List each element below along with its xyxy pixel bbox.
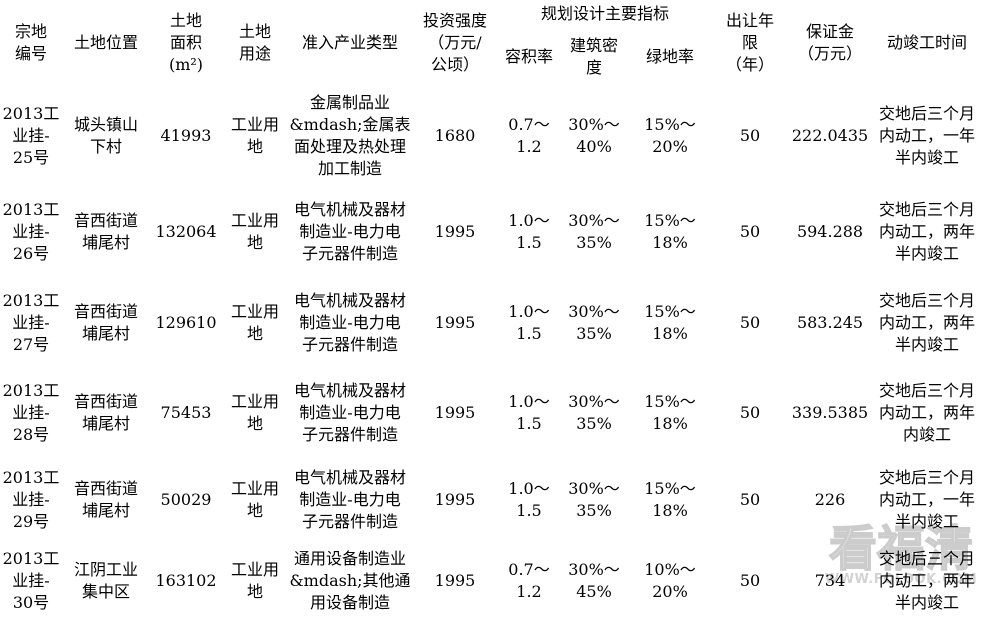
cell-parcel-id: 2013工 业挂- 27号 <box>2 291 60 354</box>
cell-years: 50 <box>739 313 761 332</box>
cell-far: 1.0～ 1.5 <box>508 302 550 343</box>
cell-area: 41993 <box>160 126 212 145</box>
cell-far: 1.0～ 1.5 <box>508 211 550 252</box>
cell-investment: 1995 <box>434 571 476 590</box>
cell-far: 0.7～ 1.2 <box>508 115 550 156</box>
table-header: 宗地 编号 土地位置 土地 面积 (m²) 土地 用途 准入产业类型 投资强度 … <box>0 0 982 86</box>
header-deposit: 保证金 （万元） <box>798 22 863 63</box>
cell-years: 50 <box>739 571 761 590</box>
table-row: 2013工 业挂- 28号 音西街道 埔尾村 75453 工业用 地 电气机械及… <box>0 368 982 458</box>
cell-density: 30%～ 35% <box>568 479 620 520</box>
table-row: 2013工 业挂- 30号 江阴工业 集中区 163102 工业用 地 通用设备… <box>0 542 982 620</box>
cell-investment: 1995 <box>434 222 476 241</box>
cell-green: 15%～ 18% <box>644 302 696 343</box>
cell-investment: 1680 <box>434 126 476 145</box>
cell-density: 30%～ 35% <box>568 211 620 252</box>
cell-location: 城头镇山 下村 <box>73 115 138 156</box>
cell-deposit: 734 <box>814 571 846 590</box>
cell-industry: 电气机械及器材 制造业-电力电 子元器件制造 <box>293 291 406 354</box>
cell-investment: 1995 <box>434 403 476 422</box>
cell-density: 30%～ 45% <box>568 560 620 601</box>
cell-far: 1.0～ 1.5 <box>508 392 550 433</box>
table-row: 2013工 业挂- 29号 音西街道 埔尾村 50029 工业用 地 电气机械及… <box>0 458 982 542</box>
table-row: 2013工 业挂- 27号 音西街道 埔尾村 129610 工业用 地 电气机械… <box>0 278 982 368</box>
cell-parcel-id: 2013工 业挂- 28号 <box>2 381 60 444</box>
header-row-sub: 容积率 建筑密 度 绿地率 <box>0 28 982 86</box>
cell-green: 15%～ 20% <box>644 115 696 156</box>
header-land-use: 土地 用途 <box>238 22 271 63</box>
header-green: 绿地率 <box>646 47 695 66</box>
cell-deposit: 226 <box>814 490 846 509</box>
cell-schedule: 交地后三个月 内动工，一年 半内竣工 <box>879 468 976 531</box>
cell-location: 音西街道 埔尾村 <box>73 211 138 252</box>
cell-industry: 电气机械及器材 制造业-电力电 子元器件制造 <box>293 381 406 444</box>
cell-far: 1.0～ 1.5 <box>508 479 550 520</box>
cell-deposit: 222.0435 <box>791 126 869 145</box>
cell-investment: 1995 <box>434 490 476 509</box>
cell-land-use: 工业用 地 <box>230 392 279 433</box>
cell-land-use: 工业用 地 <box>230 211 279 252</box>
cell-area: 132064 <box>155 222 217 241</box>
header-investment: 投资强度 （万元/ 公顷） <box>422 11 487 74</box>
cell-years: 50 <box>739 490 761 509</box>
cell-deposit: 583.245 <box>796 313 864 332</box>
cell-schedule: 交地后三个月 内动工，两年 半内竣工 <box>879 200 976 263</box>
cell-industry: 通用设备制造业 &mdash;其他通 用设备制造 <box>289 549 411 612</box>
table-row: 2013工 业挂- 26号 音西街道 埔尾村 132064 工业用 地 电气机械… <box>0 186 982 278</box>
cell-industry: 电气机械及器材 制造业-电力电 子元器件制造 <box>293 468 406 531</box>
cell-green: 15%～ 18% <box>644 211 696 252</box>
cell-schedule: 交地后三个月 内动工，两年 内竣工 <box>879 381 976 444</box>
cell-land-use: 工业用 地 <box>230 115 279 156</box>
cell-area: 75453 <box>160 403 212 422</box>
header-parcel-id: 宗地 编号 <box>14 22 47 63</box>
cell-years: 50 <box>739 222 761 241</box>
cell-location: 音西街道 埔尾村 <box>73 479 138 520</box>
cell-density: 30%～ 35% <box>568 302 620 343</box>
header-planning-indicators-group: 规划设计主要指标 <box>541 4 670 23</box>
header-density: 建筑密 度 <box>569 36 618 77</box>
header-years: 出让年 限 （年） <box>726 11 775 74</box>
cell-far: 0.7～ 1.2 <box>508 560 550 601</box>
header-far: 容积率 <box>504 47 553 66</box>
header-industry: 准入产业类型 <box>301 33 398 52</box>
cell-investment: 1995 <box>434 313 476 332</box>
cell-parcel-id: 2013工 业挂- 30号 <box>2 549 60 612</box>
cell-parcel-id: 2013工 业挂- 26号 <box>2 200 60 263</box>
cell-years: 50 <box>739 126 761 145</box>
header-schedule: 动竣工时间 <box>887 33 968 52</box>
cell-density: 30%～ 35% <box>568 392 620 433</box>
cell-green: 15%～ 18% <box>644 479 696 520</box>
cell-land-use: 工业用 地 <box>230 302 279 343</box>
table-body: 2013工 业挂- 25号 城头镇山 下村 41993 工业用 地 金属制品业 … <box>0 86 982 620</box>
cell-deposit: 594.288 <box>796 222 864 241</box>
cell-industry: 电气机械及器材 制造业-电力电 子元器件制造 <box>293 200 406 263</box>
cell-area: 163102 <box>155 571 217 590</box>
cell-schedule: 交地后三个月 内动工，两年 半内竣工 <box>879 549 976 612</box>
cell-green: 10%～ 20% <box>644 560 696 601</box>
header-location: 土地位置 <box>73 33 138 52</box>
table-row: 2013工 业挂- 25号 城头镇山 下村 41993 工业用 地 金属制品业 … <box>0 86 982 186</box>
header-row-top: 宗地 编号 土地位置 土地 面积 (m²) 土地 用途 准入产业类型 投资强度 … <box>0 0 982 74</box>
cell-years: 50 <box>739 403 761 422</box>
cell-location: 音西街道 埔尾村 <box>73 392 138 433</box>
cell-green: 15%～ 18% <box>644 392 696 433</box>
cell-location: 江阴工业 集中区 <box>73 560 138 601</box>
cell-deposit: 339.5385 <box>791 403 869 422</box>
cell-land-use: 工业用 地 <box>230 479 279 520</box>
cell-density: 30%～ 40% <box>568 115 620 156</box>
cell-location: 音西街道 埔尾村 <box>73 302 138 343</box>
cell-industry: 金属制品业 &mdash;金属表 面处理及热处理 加工制造 <box>289 93 411 178</box>
header-area: 土地 面积 (m²) <box>168 11 204 74</box>
cell-parcel-id: 2013工 业挂- 25号 <box>2 104 60 167</box>
cell-area: 50029 <box>160 490 212 509</box>
cell-schedule: 交地后三个月 内动工，一年 半内竣工 <box>879 104 976 167</box>
cell-land-use: 工业用 地 <box>230 560 279 601</box>
cell-parcel-id: 2013工 业挂- 29号 <box>2 468 60 531</box>
cell-area: 129610 <box>155 313 217 332</box>
cell-schedule: 交地后三个月 内动工，两年 半内竣工 <box>879 291 976 354</box>
